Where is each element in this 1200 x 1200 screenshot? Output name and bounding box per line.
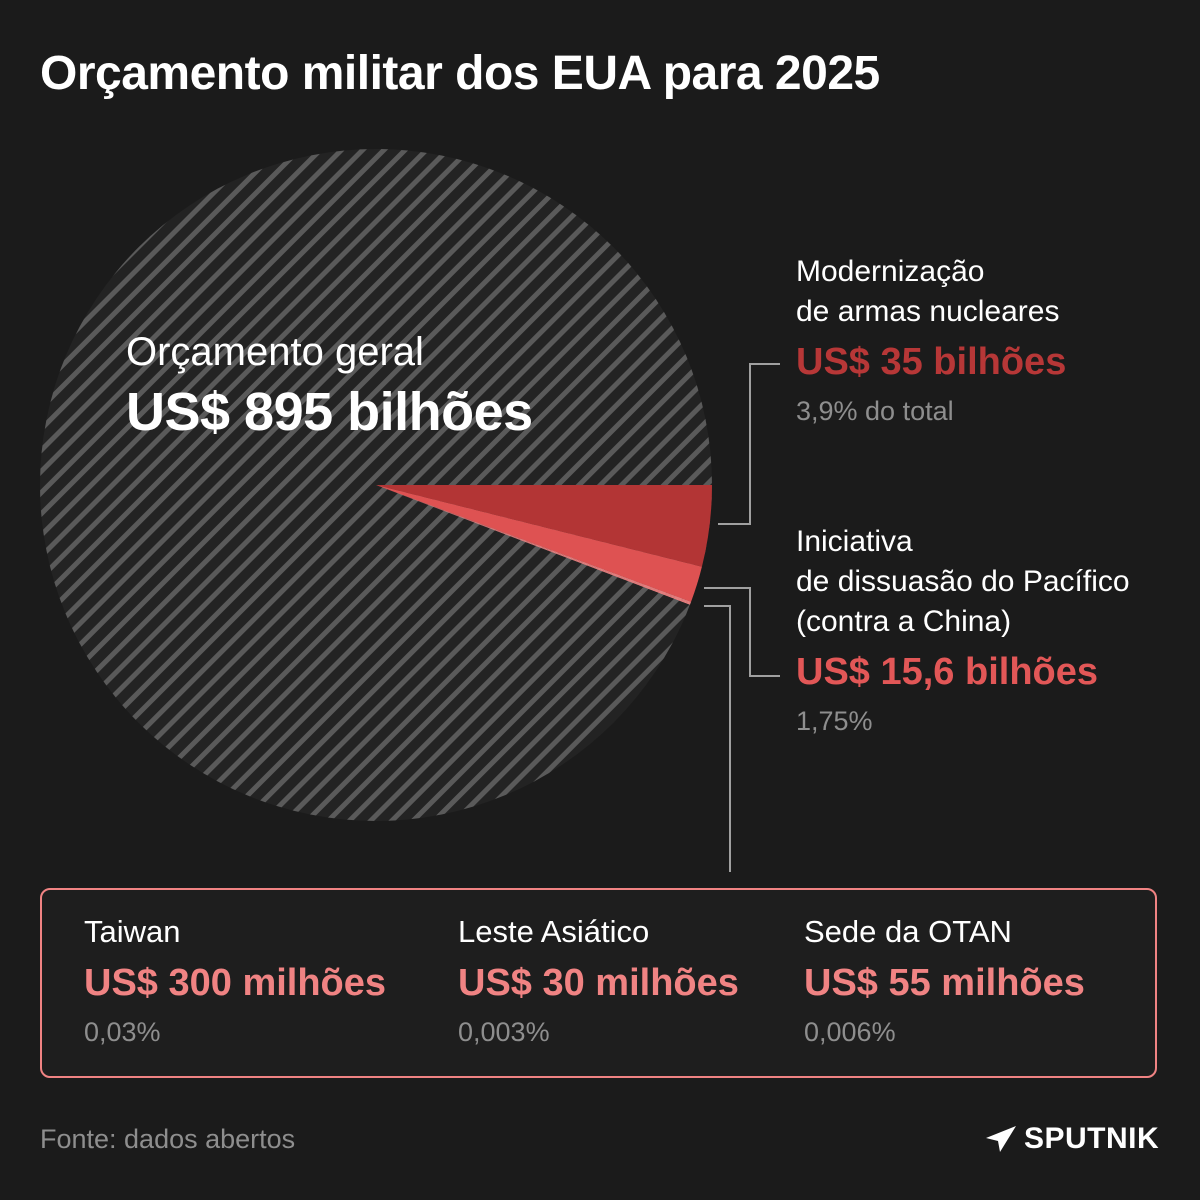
- pie-slice-taiwan: [376, 485, 692, 603]
- taiwan-label: Taiwan: [84, 914, 181, 949]
- allocation-taiwan: Taiwan US$ 300 milhões 0,03%: [84, 914, 386, 1048]
- taiwan-value: US$ 300 milhões: [84, 962, 387, 1004]
- nato-label: Sede da OTAN: [804, 914, 1012, 949]
- annotation-nuclear-modernization: Modernização de armas nucleares US$ 35 b…: [796, 252, 1066, 427]
- annotation-pacific-deterrence: Iniciativa de dissuasão do Pacífico (con…: [796, 522, 1130, 737]
- allocation-nato-hq: Sede da OTAN US$ 55 milhões 0,006%: [804, 914, 1085, 1048]
- east-asia-value: US$ 30 milhões: [458, 962, 739, 1004]
- page-title: Orçamento militar dos EUA para 2025: [40, 47, 880, 100]
- nuclear-label: Modernização de armas nucleares: [796, 255, 1060, 328]
- source-note: Fonte: dados abertos: [40, 1124, 296, 1154]
- leader-line-small-items: [704, 605, 731, 872]
- total-budget-value: US$ 895 bilhões: [126, 382, 533, 442]
- total-budget-name: Orçamento geral: [126, 330, 424, 374]
- pie-slice-east-asia: [376, 485, 691, 604]
- small-allocations-box: Taiwan US$ 300 milhões 0,03% Leste Asiát…: [40, 888, 1157, 1078]
- pie-slice-pacific: [376, 485, 702, 602]
- pacific-label: Iniciativa de dissuasão do Pacífico (con…: [796, 525, 1130, 638]
- east-asia-label: Leste Asiático: [458, 914, 650, 949]
- pie-slice-nato: [376, 485, 691, 605]
- sputnik-logo: SPUTNIK: [984, 1122, 1159, 1156]
- nato-percent: 0,006%: [804, 1017, 896, 1047]
- logo-text: SPUTNIK: [1024, 1122, 1160, 1155]
- pie-slice-nuclear: [376, 485, 712, 567]
- allocation-east-asia: Leste Asiático US$ 30 milhões 0,003%: [458, 914, 739, 1048]
- east-asia-percent: 0,003%: [458, 1017, 550, 1047]
- leader-line-nuclear: [718, 363, 780, 525]
- leader-line-pacific: [704, 587, 780, 677]
- taiwan-percent: 0,03%: [84, 1017, 161, 1047]
- nuclear-percent: 3,9% do total: [796, 396, 954, 426]
- nato-value: US$ 55 milhões: [804, 962, 1085, 1004]
- total-budget-label: Orçamento geral US$ 895 bilhões: [126, 330, 533, 443]
- pacific-percent: 1,75%: [796, 706, 873, 736]
- nuclear-value: US$ 35 bilhões: [796, 341, 1067, 383]
- pacific-value: US$ 15,6 bilhões: [796, 651, 1099, 693]
- sputnik-logo-icon: [986, 1126, 1016, 1152]
